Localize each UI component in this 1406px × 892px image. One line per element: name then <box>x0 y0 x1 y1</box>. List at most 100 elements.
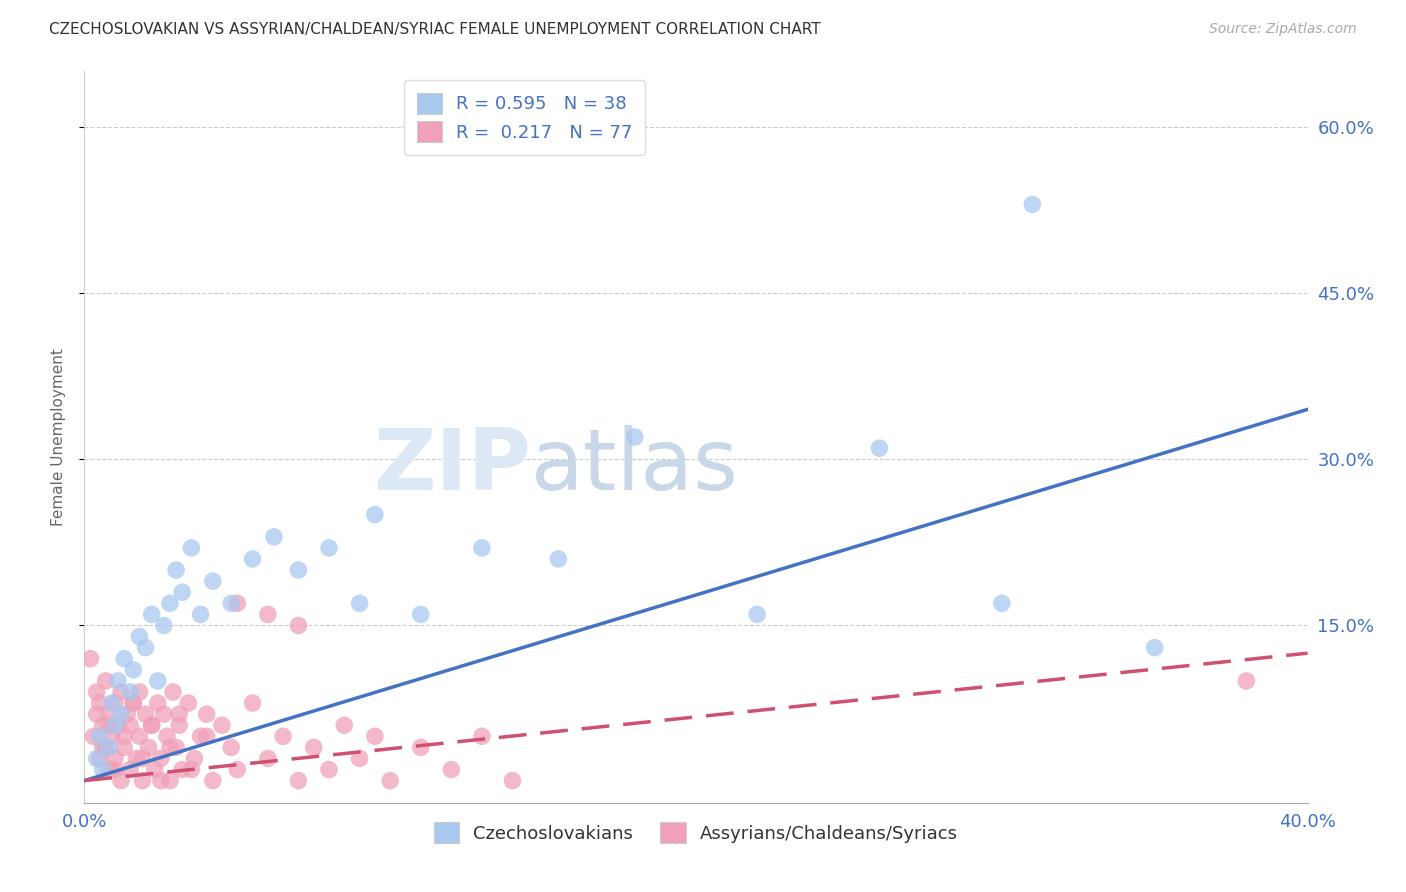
Point <box>869 441 891 455</box>
Text: atlas: atlas <box>531 425 738 508</box>
Point <box>380 773 402 788</box>
Point <box>156 729 179 743</box>
Point <box>226 763 249 777</box>
Point <box>1236 673 1258 688</box>
Point <box>409 607 432 622</box>
Point <box>104 763 127 777</box>
Point <box>167 718 190 732</box>
Point <box>122 696 145 710</box>
Text: Source: ZipAtlas.com: Source: ZipAtlas.com <box>1209 22 1357 37</box>
Point <box>180 763 202 777</box>
Point <box>302 740 325 755</box>
Point <box>440 763 463 777</box>
Point <box>263 530 285 544</box>
Y-axis label: Female Unemployment: Female Unemployment <box>51 348 66 526</box>
Point <box>159 740 181 755</box>
Point <box>97 740 120 755</box>
Point <box>120 763 142 777</box>
Point <box>94 673 117 688</box>
Point <box>86 707 108 722</box>
Point <box>143 763 166 777</box>
Point <box>141 718 163 732</box>
Point <box>172 763 194 777</box>
Point <box>91 740 114 755</box>
Point <box>97 763 120 777</box>
Point <box>141 607 163 622</box>
Point <box>120 685 142 699</box>
Point <box>104 751 127 765</box>
Point <box>190 729 212 743</box>
Point <box>86 751 108 765</box>
Point <box>167 707 190 722</box>
Point <box>471 729 494 743</box>
Point <box>190 607 212 622</box>
Point <box>149 751 172 765</box>
Point <box>89 751 111 765</box>
Point <box>287 773 309 788</box>
Point <box>257 607 280 622</box>
Point <box>101 729 124 743</box>
Point <box>180 541 202 555</box>
Point <box>110 707 132 722</box>
Point <box>146 673 169 688</box>
Point <box>349 751 371 765</box>
Point <box>107 673 129 688</box>
Point <box>89 729 111 743</box>
Point <box>172 585 194 599</box>
Point <box>211 718 233 732</box>
Point <box>165 563 187 577</box>
Point <box>177 696 200 710</box>
Point <box>122 663 145 677</box>
Point <box>201 773 224 788</box>
Point <box>318 763 340 777</box>
Point <box>97 707 120 722</box>
Point <box>471 541 494 555</box>
Point <box>242 696 264 710</box>
Point <box>79 651 101 665</box>
Point <box>101 696 124 710</box>
Point <box>89 696 111 710</box>
Point <box>135 707 157 722</box>
Point <box>318 541 340 555</box>
Point <box>104 718 127 732</box>
Point <box>115 707 138 722</box>
Point <box>86 685 108 699</box>
Point <box>364 508 387 522</box>
Point <box>747 607 769 622</box>
Point <box>1021 197 1043 211</box>
Point <box>364 729 387 743</box>
Point <box>195 707 218 722</box>
Point <box>165 740 187 755</box>
Point <box>219 740 242 755</box>
Point <box>162 685 184 699</box>
Point <box>83 729 105 743</box>
Point <box>271 729 294 743</box>
Point <box>128 729 150 743</box>
Point <box>91 718 114 732</box>
Text: CZECHOSLOVAKIAN VS ASSYRIAN/CHALDEAN/SYRIAC FEMALE UNEMPLOYMENT CORRELATION CHAR: CZECHOSLOVAKIAN VS ASSYRIAN/CHALDEAN/SYR… <box>49 22 821 37</box>
Point <box>91 763 114 777</box>
Legend: Czechoslovakians, Assyrians/Chaldeans/Syriacs: Czechoslovakians, Assyrians/Chaldeans/Sy… <box>425 814 967 852</box>
Point <box>94 740 117 755</box>
Point <box>112 740 135 755</box>
Point <box>149 773 172 788</box>
Point <box>110 685 132 699</box>
Point <box>257 751 280 765</box>
Point <box>120 718 142 732</box>
Point <box>104 696 127 710</box>
Point <box>159 773 181 788</box>
Point <box>122 696 145 710</box>
Point <box>131 773 153 788</box>
Point <box>128 685 150 699</box>
Point <box>201 574 224 589</box>
Point <box>138 740 160 755</box>
Point <box>128 630 150 644</box>
Point <box>131 751 153 765</box>
Point <box>183 751 205 765</box>
Point <box>153 618 176 632</box>
Point <box>141 718 163 732</box>
Point <box>135 640 157 655</box>
Point <box>333 718 356 732</box>
Point <box>624 430 647 444</box>
Point <box>226 596 249 610</box>
